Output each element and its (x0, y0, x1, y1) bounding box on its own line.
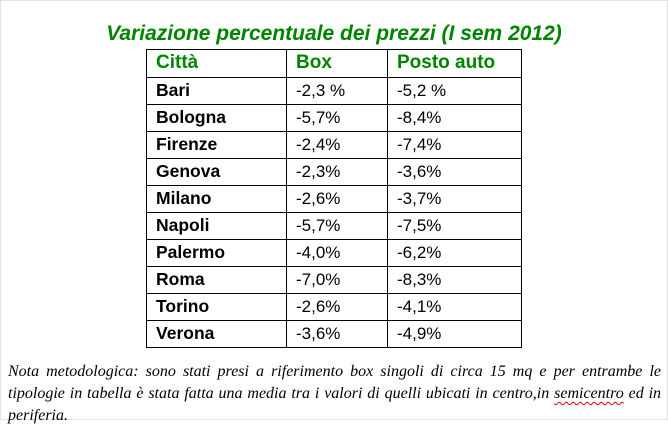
city-cell: Torino (146, 293, 287, 321)
box-value-cell: -5,7% (286, 212, 388, 240)
price-table-header: Città Box Posto auto (146, 49, 522, 78)
header-row: Città Box Posto auto (146, 49, 522, 78)
column-header-posto-auto: Posto auto (387, 49, 522, 78)
box-value-cell: -7,0% (286, 266, 388, 294)
column-header-citta: Città (146, 49, 287, 78)
price-table: Città Box Posto auto Bari -2,3 % -5,2 % … (146, 49, 522, 348)
table-row: Verona -3,6% -4,9% (146, 320, 522, 348)
city-cell: Roma (146, 266, 287, 294)
table-row: Milano -2,6% -3,7% (146, 185, 522, 213)
posto-auto-value-cell: -6,2% (387, 239, 522, 267)
city-cell: Genova (146, 158, 287, 186)
price-table-body: Bari -2,3 % -5,2 % Bologna -5,7% -8,4% F… (146, 77, 522, 348)
box-value-cell: -4,0% (286, 239, 388, 267)
methodology-note: Nota metodologica: sono stati presi a ri… (8, 361, 661, 427)
city-cell: Palermo (146, 239, 287, 267)
note-misspelled-word: semicentro (554, 385, 624, 402)
box-value-cell: -3,6% (286, 320, 388, 348)
city-cell: Napoli (146, 212, 287, 240)
posto-auto-value-cell: -7,5% (387, 212, 522, 240)
note-text-prefix: Nota metodologica: sono stati presi a ri… (8, 363, 661, 402)
city-cell: Firenze (146, 131, 287, 159)
city-cell: Verona (146, 320, 287, 348)
posto-auto-value-cell: -3,7% (387, 185, 522, 213)
table-row: Firenze -2,4% -7,4% (146, 131, 522, 159)
box-value-cell: -2,6% (286, 293, 388, 321)
table-row: Palermo -4,0% -6,2% (146, 239, 522, 267)
box-value-cell: -2,3 % (286, 77, 388, 105)
posto-auto-value-cell: -5,2 % (387, 77, 522, 105)
posto-auto-value-cell: -7,4% (387, 131, 522, 159)
box-value-cell: -2,6% (286, 185, 388, 213)
box-value-cell: -2,4% (286, 131, 388, 159)
posto-auto-value-cell: -8,4% (387, 104, 522, 132)
box-value-cell: -2,3% (286, 158, 388, 186)
table-row: Bari -2,3 % -5,2 % (146, 77, 522, 105)
city-cell: Bologna (146, 104, 287, 132)
table-row: Torino -2,6% -4,1% (146, 293, 522, 321)
table-row: Napoli -5,7% -7,5% (146, 212, 522, 240)
box-value-cell: -5,7% (286, 104, 388, 132)
page-title: Variazione percentuale dei prezzi (I sem… (106, 22, 562, 45)
posto-auto-value-cell: -4,1% (387, 293, 522, 321)
table-row: Roma -7,0% -8,3% (146, 266, 522, 294)
table-row: Bologna -5,7% -8,4% (146, 104, 522, 132)
posto-auto-value-cell: -4,9% (387, 320, 522, 348)
city-cell: Bari (146, 77, 287, 105)
posto-auto-value-cell: -3,6% (387, 158, 522, 186)
city-cell: Milano (146, 185, 287, 213)
posto-auto-value-cell: -8,3% (387, 266, 522, 294)
table-row: Genova -2,3% -3,6% (146, 158, 522, 186)
column-header-box: Box (286, 49, 388, 78)
